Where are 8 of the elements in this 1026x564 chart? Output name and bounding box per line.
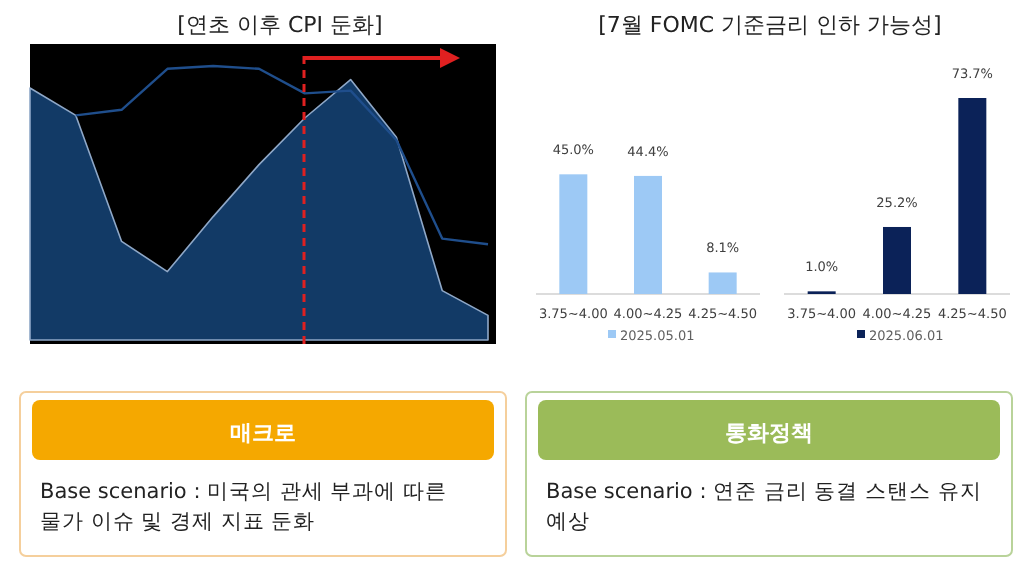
chart-title: [7월 FOMC 기준금리 인하 가능성] [598,12,942,38]
text: Base scenario : 미국의 관세 부과에 따른 [40,480,448,504]
chart-title: [연초 이후 CPI 둔화] [177,12,383,38]
text: 통화정책 [725,420,813,446]
text: 예상 [546,510,590,534]
text: 매크로 [230,420,296,446]
text: Base scenario : 연준 금리 동결 스탠스 유지 [546,480,982,504]
text: 물가 이슈 및 경제 지표 둔화 [40,510,316,534]
